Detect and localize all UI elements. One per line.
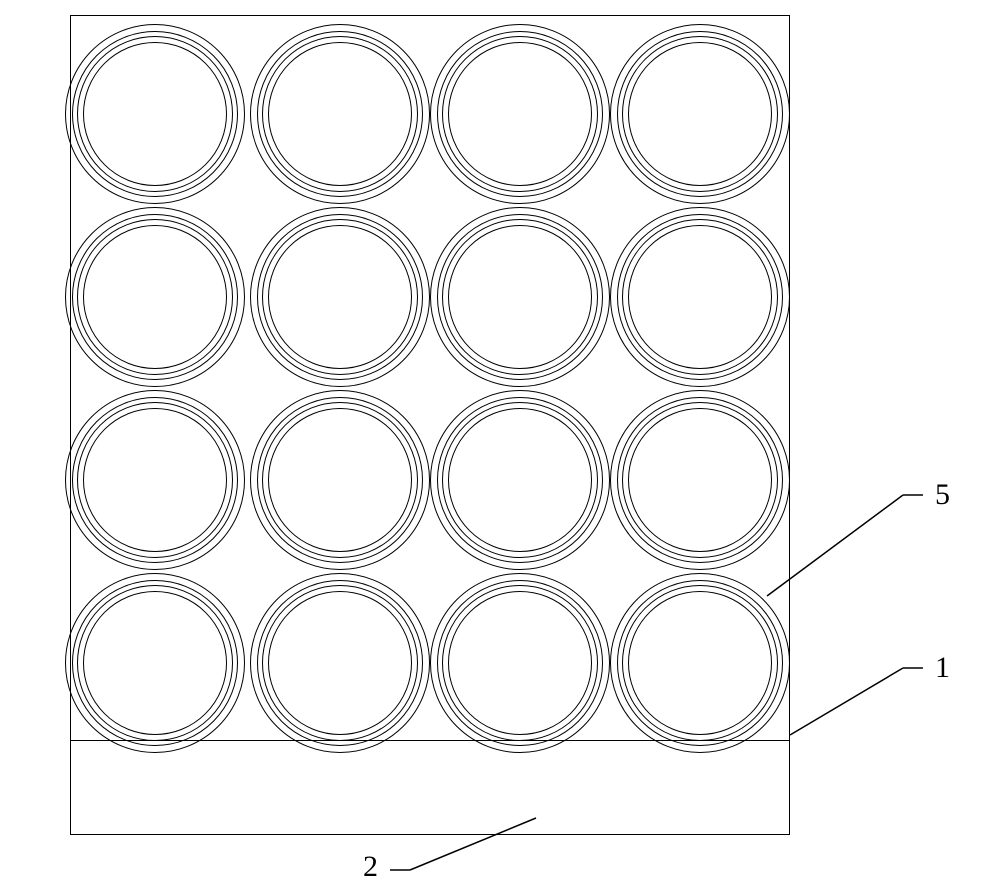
ring — [628, 408, 772, 552]
ring — [83, 591, 227, 735]
leader-line-1 — [790, 668, 903, 735]
callout-label-2: 2 — [363, 850, 378, 884]
ring — [448, 225, 592, 369]
ring — [83, 408, 227, 552]
ring — [448, 42, 592, 186]
ring — [628, 591, 772, 735]
diagram-stage: 512 — [0, 0, 1000, 875]
ring — [268, 42, 412, 186]
callout-label-1: 1 — [935, 651, 950, 685]
ring — [628, 42, 772, 186]
callout-label-5: 5 — [935, 478, 950, 512]
ring — [83, 42, 227, 186]
ring — [268, 408, 412, 552]
ring — [83, 225, 227, 369]
ring — [268, 591, 412, 735]
ring — [448, 591, 592, 735]
ring — [448, 408, 592, 552]
ring — [628, 225, 772, 369]
ring — [268, 225, 412, 369]
